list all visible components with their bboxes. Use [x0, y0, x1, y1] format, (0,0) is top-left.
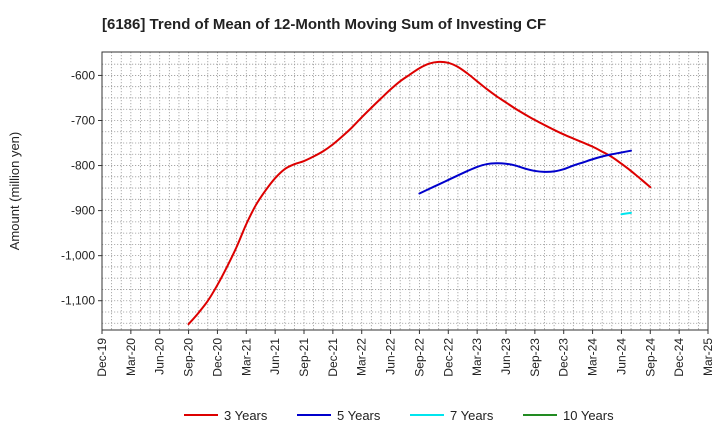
y-tick-label: -600: [71, 68, 95, 82]
x-tick-label: Jun-24: [614, 338, 628, 375]
x-tick-label: Mar-23: [470, 338, 484, 376]
y-axis-label: Amount (million yen): [7, 132, 22, 251]
x-tick-label: Sep-21: [297, 338, 311, 377]
x-tick-label: Dec-19: [95, 338, 109, 377]
x-tick-label: Dec-20: [210, 338, 224, 377]
x-tick-label: Dec-21: [326, 338, 340, 377]
legend-label-7-years: 7 Years: [450, 408, 494, 423]
grid: [102, 52, 708, 330]
y-tick-label: -700: [71, 113, 95, 127]
legend-label-5-years: 5 Years: [337, 408, 381, 423]
x-tick-label: Mar-22: [355, 338, 369, 376]
legend: 3 Years 5 Years 7 Years 10 Years: [184, 408, 614, 423]
legend-label-3-years: 3 Years: [224, 408, 268, 423]
y-tick-label: -800: [71, 159, 95, 173]
x-tick-label: Jun-21: [268, 338, 282, 375]
y-axis: -600 -700 -800 -900 -1,000 -1,100: [61, 68, 102, 308]
y-tick-label: -900: [71, 204, 95, 218]
x-tick-label: Jun-23: [499, 338, 513, 375]
x-axis: Dec-19 Mar-20 Jun-20 Sep-20 Dec-20 Mar-21 Jun-…: [95, 330, 715, 377]
legend-label-10-years: 10 Years: [563, 408, 614, 423]
x-tick-label: Mar-25: [701, 338, 715, 376]
series-layer: [187, 60, 652, 326]
x-tick-label: Mar-21: [239, 338, 253, 376]
series-line-5-years: [418, 149, 632, 195]
x-tick-label: Jun-22: [384, 338, 398, 375]
x-tick-label: Dec-22: [441, 338, 455, 377]
x-tick-label: Sep-20: [182, 338, 196, 377]
series-line-3-years: [187, 60, 652, 326]
x-tick-label: Sep-24: [643, 338, 657, 377]
y-tick-label: -1,000: [61, 249, 95, 263]
x-tick-label: Jun-20: [153, 338, 167, 375]
x-tick-label: Dec-23: [557, 338, 571, 377]
y-tick-label: -1,100: [61, 294, 95, 308]
x-tick-label: Mar-20: [124, 338, 138, 376]
plot-border: [101, 51, 709, 331]
x-tick-label: Dec-24: [672, 338, 686, 377]
x-tick-label: Sep-22: [412, 338, 426, 377]
chart-title: [6186] Trend of Mean of 12-Month Moving …: [102, 16, 546, 33]
x-tick-label: Sep-23: [528, 338, 542, 377]
series-line-7-years: [620, 211, 632, 216]
x-tick-label: Mar-24: [586, 338, 600, 376]
plot-area: [102, 52, 708, 330]
